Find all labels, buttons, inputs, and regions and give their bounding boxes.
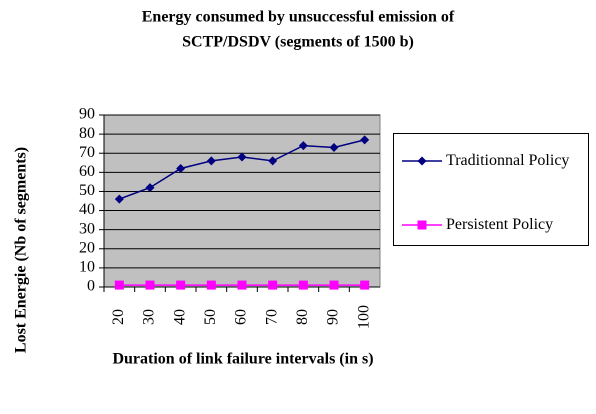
y-axis-label: Lost Energie (Nb of segments) <box>13 147 30 353</box>
y-tick-label: 10 <box>79 259 95 276</box>
marker <box>237 280 247 290</box>
plot-area <box>103 114 381 288</box>
y-tick-label: 40 <box>79 201 95 218</box>
marker <box>114 280 124 290</box>
y-tick-label: 90 <box>79 106 95 123</box>
y-tick-label: 60 <box>79 163 95 180</box>
legend-swatch <box>402 156 442 166</box>
legend-swatch <box>402 220 442 230</box>
y-tick-label: 70 <box>79 144 95 161</box>
marker <box>360 135 370 145</box>
marker <box>329 280 339 290</box>
marker <box>145 280 155 290</box>
legend-label: Traditionnal Policy <box>446 152 570 169</box>
x-tick-label: 40 <box>171 309 188 325</box>
x-tick-label: 70 <box>263 309 280 325</box>
marker <box>329 142 339 152</box>
marker <box>206 156 216 166</box>
marker <box>206 280 216 290</box>
chart-title: Energy consumed by unsuccessful emission… <box>142 9 455 26</box>
legend: Traditionnal Policy Persistent Policy <box>393 133 589 246</box>
x-tick-label: 80 <box>294 309 311 325</box>
marker <box>268 280 278 290</box>
y-tick-label: 0 <box>87 278 95 295</box>
legend-label: Persistent Policy <box>446 216 554 233</box>
x-axis-label: Duration of link failure intervals (in s… <box>112 351 373 368</box>
marker <box>237 152 247 162</box>
y-tick-label: 20 <box>79 239 95 256</box>
marker <box>417 156 427 166</box>
x-tick-label: 20 <box>110 309 127 325</box>
marker <box>114 194 124 204</box>
x-tick-label: 30 <box>141 309 158 325</box>
x-tick-label: 100 <box>355 305 372 329</box>
marker <box>268 156 278 166</box>
x-tick-label: 50 <box>202 309 219 325</box>
chart-title: SCTP/DSDV (segments of 1500 b) <box>182 34 414 51</box>
y-tick-label: 50 <box>79 182 95 199</box>
x-tick-label: 90 <box>325 309 342 325</box>
x-tick-label: 60 <box>233 309 250 325</box>
y-tick-label: 30 <box>79 220 95 237</box>
marker <box>298 141 308 151</box>
y-tick-label: 80 <box>79 125 95 142</box>
marker <box>176 164 186 174</box>
marker <box>360 280 370 290</box>
marker <box>417 220 427 230</box>
marker <box>145 183 155 193</box>
marker <box>298 280 308 290</box>
marker <box>176 280 186 290</box>
